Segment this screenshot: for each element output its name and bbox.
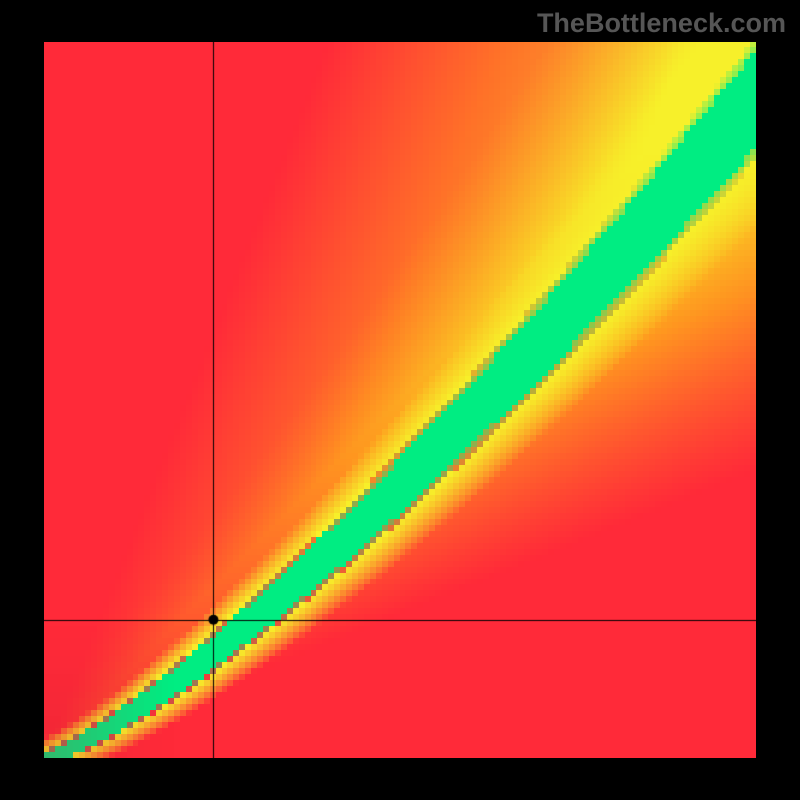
chart-container: TheBottleneck.com [0,0,800,800]
bottleneck-heatmap [44,42,756,758]
watermark-label: TheBottleneck.com [537,8,786,39]
